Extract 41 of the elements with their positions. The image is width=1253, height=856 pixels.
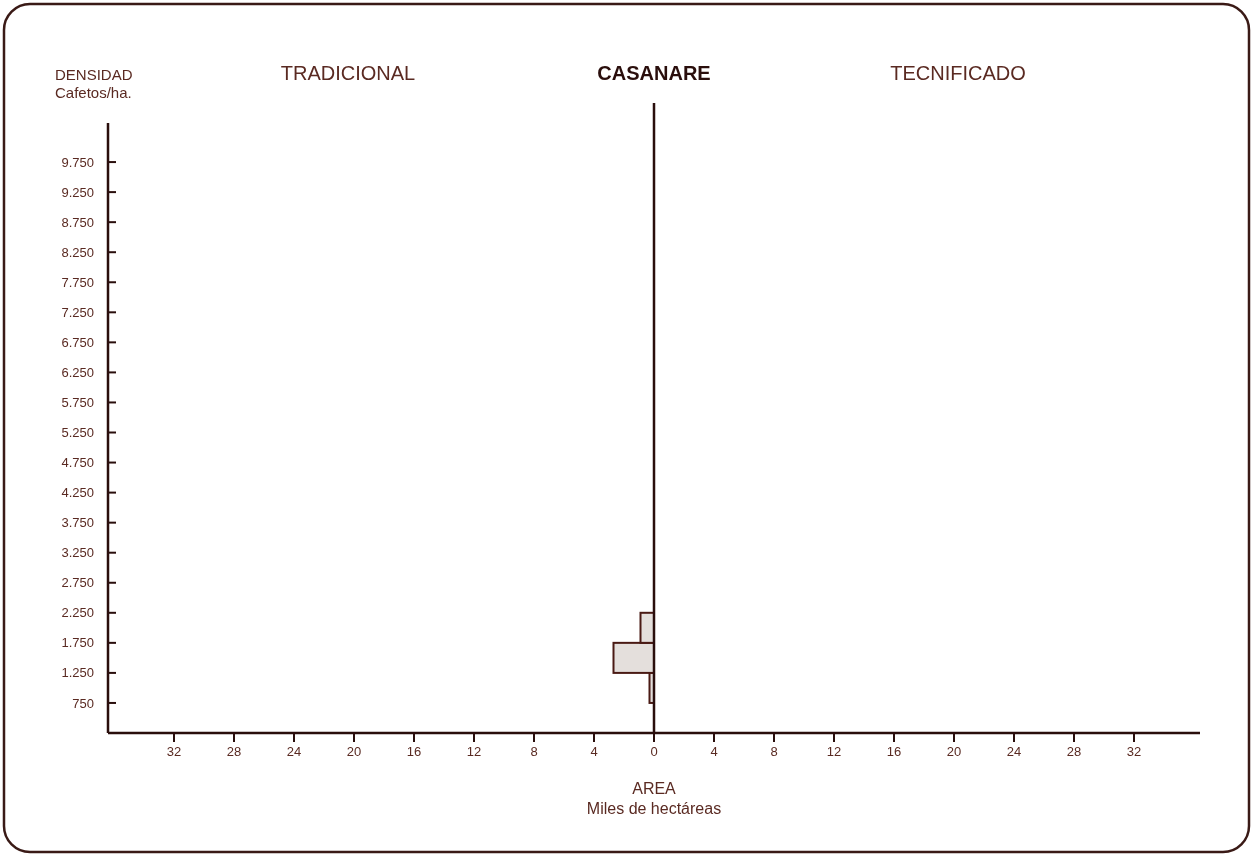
y-tick-label: 6.750 (61, 334, 94, 350)
y-tick-label: 9.250 (61, 184, 94, 200)
x-tick-label: 28 (1066, 744, 1082, 759)
x-tick-label: 16 (886, 744, 902, 759)
y-tick-label: 3.750 (61, 515, 94, 531)
x-tick-label: 12 (826, 744, 842, 759)
x-tick-label: 16 (406, 744, 422, 759)
y-tick-label: 5.250 (61, 425, 94, 441)
x-tick-label: 20 (346, 744, 362, 759)
y-tick-label: 4.750 (61, 455, 94, 471)
x-axis-title: AREA Miles de hectáreas (586, 780, 722, 817)
y-tick-label: 750 (72, 695, 94, 711)
chart-title: CASANARE (597, 62, 711, 84)
x-tick-label: 8 (530, 744, 538, 759)
x-tick-label: 32 (1126, 744, 1142, 759)
x-tick-label: 28 (226, 744, 242, 759)
y-tick-label: 9.750 (61, 154, 94, 170)
x-tick-label: 4 (710, 744, 718, 759)
y-tick-label: 5.750 (61, 395, 94, 411)
x-tick-label: 24 (1006, 744, 1022, 759)
x-tick-label: 12 (466, 744, 482, 759)
x-tick-label: 24 (286, 744, 302, 759)
y-tick-label: 1.250 (61, 665, 94, 681)
y-tick-label: 3.250 (61, 545, 94, 561)
y-tick-label: 6.250 (61, 364, 94, 380)
y-tick-label: 2.250 (61, 605, 94, 621)
x-tick-label: 0 (650, 744, 658, 759)
x-tick-label: 32 (166, 744, 182, 759)
x-tick-label: 20 (946, 744, 962, 759)
x-tick-label: 8 (770, 744, 778, 759)
text: TRADICIONAL (280, 62, 416, 84)
y-tick-label: 7.250 (61, 304, 94, 320)
y-tick-label: 8.750 (61, 214, 94, 230)
y-tick-label: 7.750 (61, 274, 94, 290)
y-tick-label: 2.750 (61, 575, 94, 591)
y-tick-label: 8.250 (61, 244, 94, 260)
y-tick-label: 1.750 (61, 635, 94, 651)
x-tick-label: 4 (590, 744, 598, 759)
text: TECNIFICADO (890, 62, 1026, 84)
y-axis-title: DENSIDAD Cafetos/ha. (55, 66, 133, 101)
y-tick-label: 4.250 (61, 485, 94, 501)
